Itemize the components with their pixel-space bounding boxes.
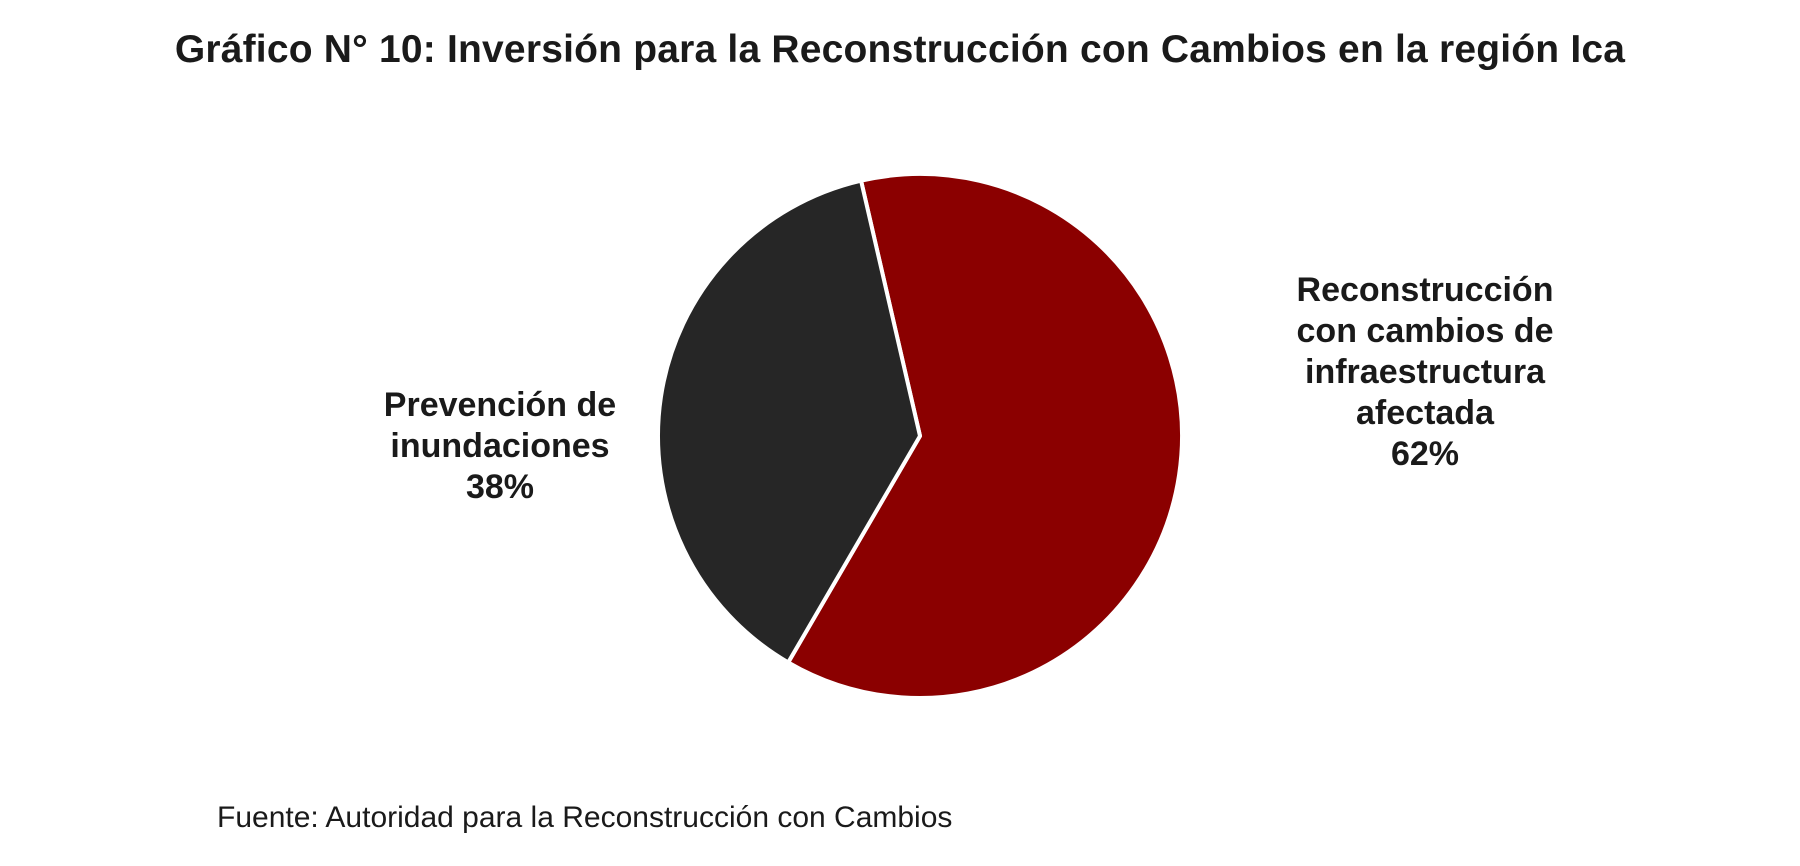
slice-value-prevencion: 38% (465, 468, 535, 506)
pie-slice-reconstruccion (786, 172, 1184, 700)
slice-label-reconstruccion-line-3: infraestructura (1305, 353, 1545, 391)
slice-label-prevencion: Prevención de inundaciones 38% (340, 385, 660, 508)
slice-label-reconstruccion: Reconstrucción con cambios de infraestru… (1265, 270, 1585, 475)
pie-slice-prevencion (656, 178, 922, 665)
chart-title: Gráfico N° 10: Inversión para la Reconst… (174, 28, 1626, 71)
source-note: Fuente: Autoridad para la Reconstrucción… (217, 801, 953, 834)
slice-value-reconstruccion: 62% (1390, 435, 1460, 473)
slice-label-prevencion-line-1: Prevención de (383, 386, 617, 424)
slice-label-prevencion-line-2: inundaciones (390, 427, 610, 465)
slice-label-reconstruccion-line-2: con cambios de (1296, 312, 1554, 350)
slice-label-reconstruccion-line-1: Reconstrucción (1296, 271, 1554, 309)
slice-label-reconstruccion-line-4: afectada (1356, 394, 1494, 432)
